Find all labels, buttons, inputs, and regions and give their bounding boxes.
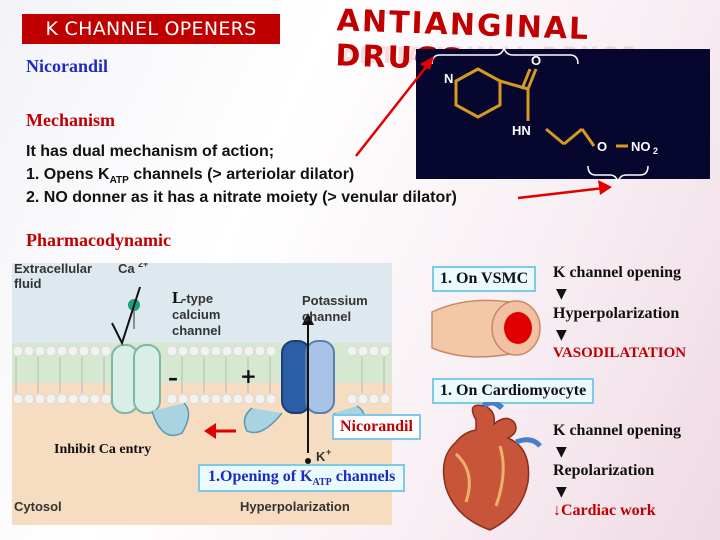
cardio-step-3: ↓Cardiac work (553, 502, 656, 519)
mechanism-intro: It has dual mechanism of action; (26, 143, 275, 160)
katp-opening-box: 1.Opening of KATP channels (198, 464, 406, 493)
extracellular-label: Extracellular (14, 263, 92, 276)
atom-o: O (531, 53, 541, 68)
l-type-letter: L (172, 288, 183, 307)
atom-no-sub: 2 (653, 146, 658, 156)
vsmc-step-1: K channel opening (553, 264, 682, 281)
plus-sign: + (240, 364, 257, 388)
red-down-arrow-icon: ↓ (553, 502, 561, 519)
mechanism-heading: Mechanism (26, 110, 115, 130)
atom-hn: HN (512, 123, 531, 138)
arrow-down-icon: ▼ (556, 444, 567, 460)
structure-drawing: N O HN O NO 2 (444, 53, 658, 156)
drug-name: Nicorandil (26, 56, 109, 76)
arrow-down-icon: ▼ (556, 327, 567, 343)
arrow-down-icon: ▼ (556, 484, 567, 500)
l-type-label-3: channel (172, 323, 221, 338)
mechanism-point-2: 2. NO donner as it has a nitrate moiety … (26, 189, 457, 206)
vsmc-step-3: VASODILATATION (553, 345, 687, 361)
mechanism-point-1: 1. Opens KATP channels (> arteriolar dil… (26, 166, 355, 187)
membrane-illustration: Extracellular fluid Ca 2+ L -type calciu… (12, 263, 392, 525)
extracellular-label-2: fluid (14, 276, 41, 291)
chemical-structure: N O HN O NO 2 (416, 49, 710, 179)
cardiomyocyte-label: 1. On Cardiomyocyte (432, 378, 595, 404)
pharmacodynamic-heading: Pharmacodynamic (26, 230, 171, 250)
potassium-label-2: channel (302, 309, 351, 324)
atom-n: N (444, 71, 453, 86)
ca-label: Ca (118, 263, 135, 276)
inhibit-ca-label: Inhibit Ca entry (54, 442, 152, 457)
cytosol-label: Cytosol (14, 499, 62, 514)
heart-icon (442, 402, 542, 531)
l-type-label: -type (182, 291, 213, 306)
nicorandil-box: Nicorandil (332, 414, 421, 440)
section-tag: K CHANNEL OPENERS (22, 14, 280, 44)
cardio-step-2: Repolarization (553, 462, 655, 479)
atom-no: NO (631, 139, 651, 154)
l-type-label-2: calcium (172, 307, 220, 322)
vessel-icon (431, 299, 541, 358)
vsmc-step-2: Hyperpolarization (553, 305, 680, 322)
k-ion-charge: + (326, 447, 331, 457)
arrow-down-icon: ▼ (556, 286, 567, 302)
minus-sign: – (168, 366, 178, 390)
ca-charge: 2+ (138, 263, 148, 269)
potassium-label: Potassium (302, 293, 368, 308)
vsmc-label: 1. On VSMC (432, 266, 537, 292)
hyperpolarization-label: Hyperpolarization (240, 499, 350, 514)
atom-o2: O (597, 139, 607, 154)
cardio-step-1: K channel opening (553, 422, 682, 439)
k-ion-label: K (316, 449, 326, 464)
